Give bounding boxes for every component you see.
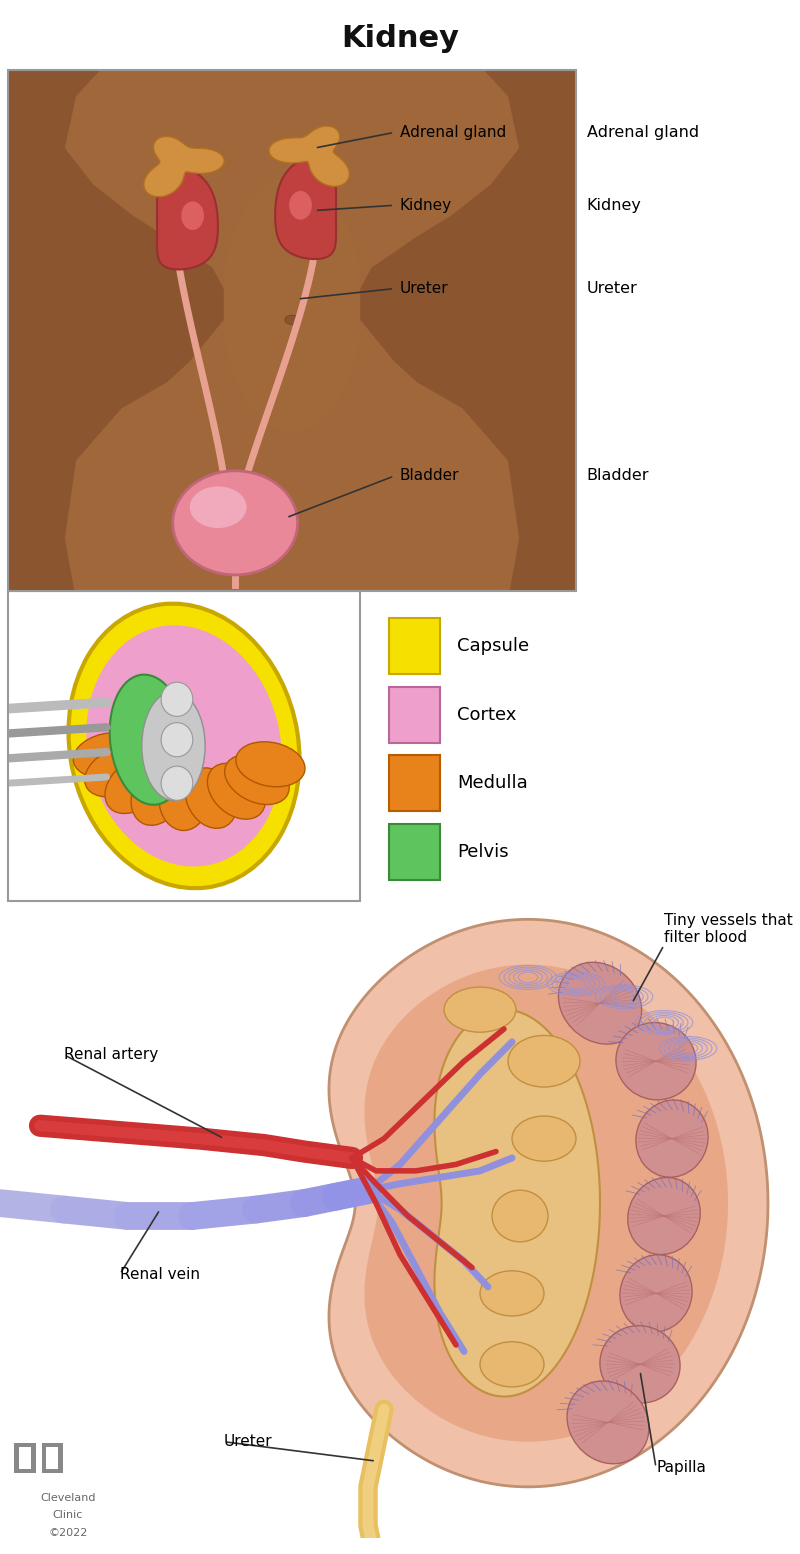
Bar [42, 1442, 63, 1473]
Ellipse shape [69, 603, 299, 889]
Text: Pelvis: Pelvis [457, 842, 509, 861]
Polygon shape [365, 965, 728, 1442]
Text: Clinic: Clinic [53, 1510, 83, 1520]
Ellipse shape [512, 1116, 576, 1161]
Ellipse shape [558, 962, 642, 1044]
Text: Renal vein: Renal vein [120, 1267, 200, 1282]
Text: Cleveland: Cleveland [40, 1493, 96, 1503]
Ellipse shape [636, 1100, 708, 1178]
Ellipse shape [285, 315, 299, 325]
Ellipse shape [182, 202, 204, 230]
Ellipse shape [131, 765, 183, 825]
Ellipse shape [159, 768, 208, 830]
Text: ©2022: ©2022 [48, 1528, 88, 1537]
Ellipse shape [567, 1382, 649, 1464]
Text: Medulla: Medulla [457, 774, 528, 793]
Ellipse shape [628, 1178, 700, 1254]
Ellipse shape [616, 1023, 696, 1100]
Ellipse shape [236, 741, 305, 786]
Polygon shape [65, 59, 519, 601]
Text: Kidney: Kidney [341, 23, 459, 53]
Ellipse shape [225, 755, 290, 805]
Ellipse shape [620, 1254, 692, 1332]
Polygon shape [269, 126, 350, 186]
Ellipse shape [185, 768, 237, 828]
Text: Kidney: Kidney [400, 197, 452, 213]
Bar [46, 1447, 58, 1469]
Ellipse shape [110, 674, 188, 805]
Ellipse shape [480, 1341, 544, 1386]
Ellipse shape [142, 692, 205, 800]
Text: Capsule: Capsule [457, 637, 529, 656]
Ellipse shape [480, 1271, 544, 1316]
Text: Cortex: Cortex [457, 706, 517, 724]
Ellipse shape [161, 766, 193, 800]
Ellipse shape [600, 1326, 680, 1403]
Bar [389, 755, 440, 811]
Text: Ureter: Ureter [586, 281, 638, 297]
Polygon shape [434, 1010, 600, 1397]
Text: Ureter: Ureter [400, 281, 449, 297]
Bar [389, 824, 440, 880]
Text: Adrenal gland: Adrenal gland [400, 124, 506, 140]
Polygon shape [157, 168, 218, 269]
Bar [389, 618, 440, 674]
Polygon shape [329, 920, 768, 1487]
Ellipse shape [190, 486, 246, 528]
Text: Bladder: Bladder [586, 468, 650, 483]
Ellipse shape [85, 747, 150, 797]
Ellipse shape [492, 1190, 548, 1242]
Text: Renal artery: Renal artery [64, 1047, 158, 1063]
Bar [18, 1447, 30, 1469]
Ellipse shape [161, 682, 193, 716]
Text: Adrenal gland: Adrenal gland [586, 124, 699, 140]
Ellipse shape [74, 733, 142, 777]
Ellipse shape [444, 987, 516, 1032]
Text: Papilla: Papilla [656, 1461, 706, 1475]
Ellipse shape [161, 723, 193, 757]
Ellipse shape [86, 625, 282, 867]
Bar [14, 1442, 35, 1473]
Text: Ureter: Ureter [224, 1434, 273, 1450]
Ellipse shape [289, 191, 312, 219]
Polygon shape [275, 157, 336, 260]
Ellipse shape [207, 763, 266, 819]
Text: Tiny vessels that
filter blood: Tiny vessels that filter blood [664, 912, 793, 945]
Text: Bladder: Bladder [400, 468, 459, 483]
Ellipse shape [508, 1035, 580, 1088]
Text: Kidney: Kidney [586, 197, 642, 213]
Bar [389, 687, 440, 743]
Polygon shape [144, 137, 224, 197]
Ellipse shape [105, 757, 163, 813]
Ellipse shape [173, 471, 298, 575]
